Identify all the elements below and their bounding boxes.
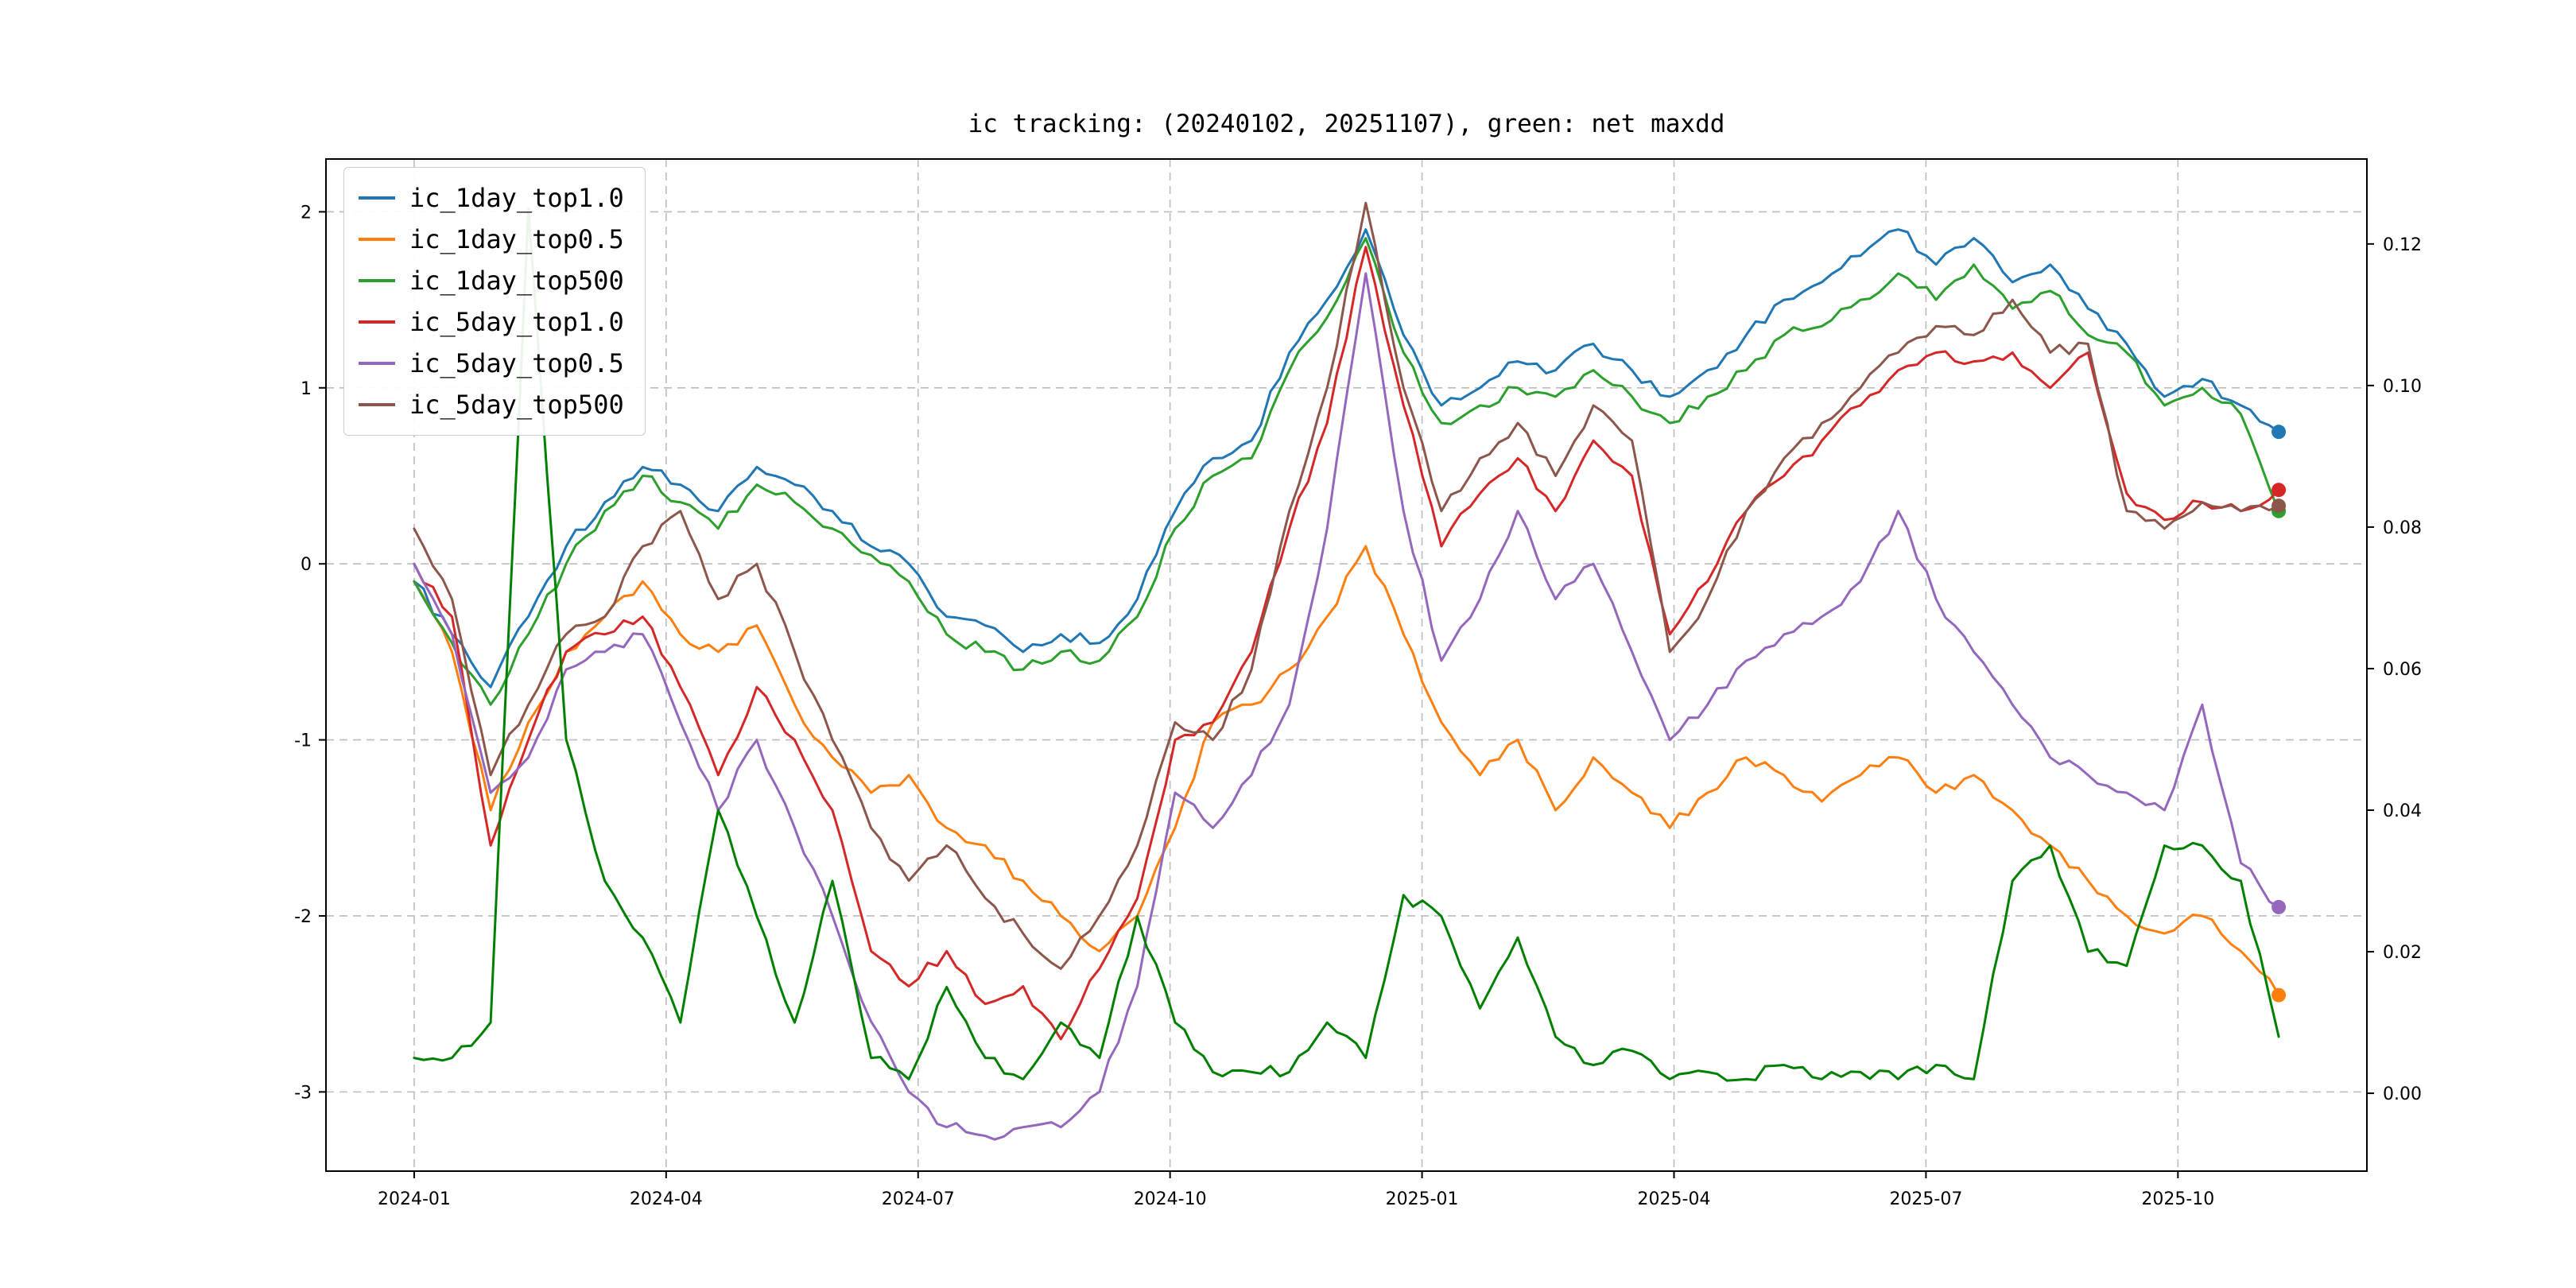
x-tick-label: 2025-01 bbox=[1386, 1189, 1459, 1209]
series-line-ic_5day_top1.0 bbox=[413, 246, 2280, 1041]
legend-label: ic_5day_top1.0 bbox=[409, 307, 624, 337]
series-line-ic_5day_top500 bbox=[413, 201, 2280, 970]
legend-item: ic_5day_top500 bbox=[359, 384, 624, 425]
legend-item: ic_1day_top1.0 bbox=[359, 177, 624, 219]
series-line-ic_1day_top1.0 bbox=[413, 228, 2280, 689]
y-left-tick-label: -3 bbox=[294, 1083, 312, 1103]
y-right-tick-label: 0.10 bbox=[2383, 377, 2422, 397]
series-end-marker-ic_1day_top0.5 bbox=[2271, 987, 2287, 1003]
y-left-tick-label: 1 bbox=[301, 379, 312, 399]
legend-item: ic_5day_top1.0 bbox=[359, 301, 624, 343]
series-line-ic_1day_top0.5 bbox=[413, 545, 2280, 997]
y-right-tick-label: 0.06 bbox=[2383, 660, 2422, 680]
series-end-marker-ic_5day_top0.5 bbox=[2271, 899, 2287, 914]
y-right-tick-label: 0.04 bbox=[2383, 801, 2422, 821]
legend: ic_1day_top1.0 ic_1day_top0.5 ic_1day_top5… bbox=[343, 167, 646, 436]
legend-line-swatch bbox=[359, 238, 395, 241]
y-right-tick-label: 0.02 bbox=[2383, 943, 2422, 963]
plot-border bbox=[325, 158, 2368, 1172]
legend-label: ic_1day_top1.0 bbox=[409, 183, 624, 213]
y-left-tick-label: -2 bbox=[294, 907, 312, 927]
x-tick-label: 2024-01 bbox=[378, 1189, 451, 1209]
x-tick-label: 2024-07 bbox=[882, 1189, 955, 1209]
legend-label: ic_5day_top0.5 bbox=[409, 348, 624, 378]
x-tick-label: 2024-04 bbox=[630, 1189, 703, 1209]
y-left-tick-label: 2 bbox=[301, 203, 312, 223]
legend-line-swatch bbox=[359, 196, 395, 200]
series-line-net_maxdd bbox=[413, 207, 2280, 1082]
legend-label: ic_1day_top0.5 bbox=[409, 224, 624, 254]
series-end-marker-ic_1day_top1.0 bbox=[2271, 425, 2287, 440]
y-right-tick-label: 0.00 bbox=[2383, 1084, 2422, 1104]
y-left-tick-label: -1 bbox=[294, 731, 312, 751]
series-line-ic_5day_top0.5 bbox=[413, 272, 2280, 1141]
series-end-marker-ic_5day_top1.0 bbox=[2271, 483, 2287, 498]
legend-line-swatch bbox=[359, 320, 395, 324]
legend-label: ic_1day_top500 bbox=[409, 266, 624, 296]
legend-label: ic_5day_top500 bbox=[409, 390, 624, 420]
x-tick-label: 2025-07 bbox=[1889, 1189, 1962, 1209]
legend-item: ic_5day_top0.5 bbox=[359, 343, 624, 384]
x-tick-label: 2025-10 bbox=[2141, 1189, 2214, 1209]
y-right-tick-label: 0.12 bbox=[2383, 235, 2422, 255]
y-left-tick-label: 0 bbox=[301, 555, 312, 575]
legend-item: ic_1day_top500 bbox=[359, 260, 624, 301]
x-tick-label: 2025-04 bbox=[1638, 1189, 1711, 1209]
y-right-tick-label: 0.08 bbox=[2383, 518, 2422, 538]
chart-title: ic tracking: (20240102, 20251107), green… bbox=[968, 110, 1725, 138]
legend-line-swatch bbox=[359, 362, 395, 365]
legend-line-swatch bbox=[359, 403, 395, 406]
x-tick-label: 2024-10 bbox=[1134, 1189, 1207, 1209]
legend-item: ic_1day_top0.5 bbox=[359, 219, 624, 260]
series-end-marker-ic_5day_top500 bbox=[2271, 499, 2287, 514]
series-line-ic_1day_top500 bbox=[413, 237, 2280, 706]
legend-line-swatch bbox=[359, 279, 395, 282]
